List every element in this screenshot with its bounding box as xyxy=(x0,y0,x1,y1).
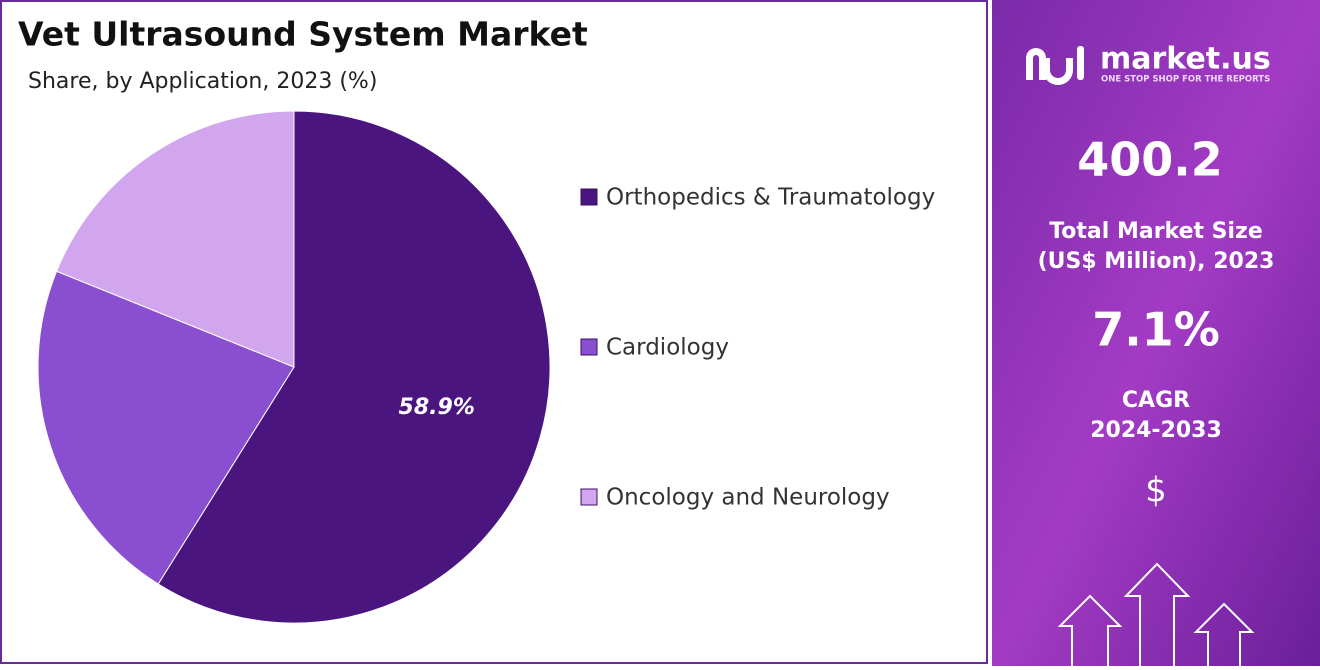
data-label: 58.9% xyxy=(399,395,475,420)
market-size-label: (US$ Million), 2023 xyxy=(1038,249,1275,274)
pie-slice xyxy=(37,270,295,585)
legend-label: Cardiology xyxy=(606,335,729,361)
growth-arrows xyxy=(1057,562,1255,666)
legend-swatch xyxy=(580,338,598,356)
legend-swatch xyxy=(580,488,598,506)
chart-title: Vet Ultrasound System Market xyxy=(18,15,588,54)
legend-swatch xyxy=(580,188,598,206)
brand-logo xyxy=(1026,46,1084,85)
legend: Orthopedics & Traumatology Cardiology Onco… xyxy=(580,185,935,511)
brand-name: market.us xyxy=(1100,42,1271,77)
brand-tagline: ONE STOP SHOP FOR THE REPORTS xyxy=(1101,75,1270,85)
chart-subtitle: Share, by Application, 2023 (%) xyxy=(28,69,377,94)
pie-slice xyxy=(55,110,295,368)
currency-icon: $ xyxy=(1145,471,1167,511)
cagr-period: 2024-2033 xyxy=(1090,418,1222,443)
cagr-label: CAGR xyxy=(1122,388,1190,413)
pie-slice xyxy=(157,110,551,624)
legend-label: Oncology and Neurology xyxy=(606,485,890,511)
cagr-value: 7.1% xyxy=(1092,303,1220,357)
legend-label: Orthopedics & Traumatology xyxy=(606,185,935,211)
pie: 58.9% xyxy=(37,110,551,624)
side-panel xyxy=(992,0,1320,666)
market-size-label: Total Market Size xyxy=(1049,219,1263,244)
market-size-value: 400.2 xyxy=(1077,133,1223,187)
